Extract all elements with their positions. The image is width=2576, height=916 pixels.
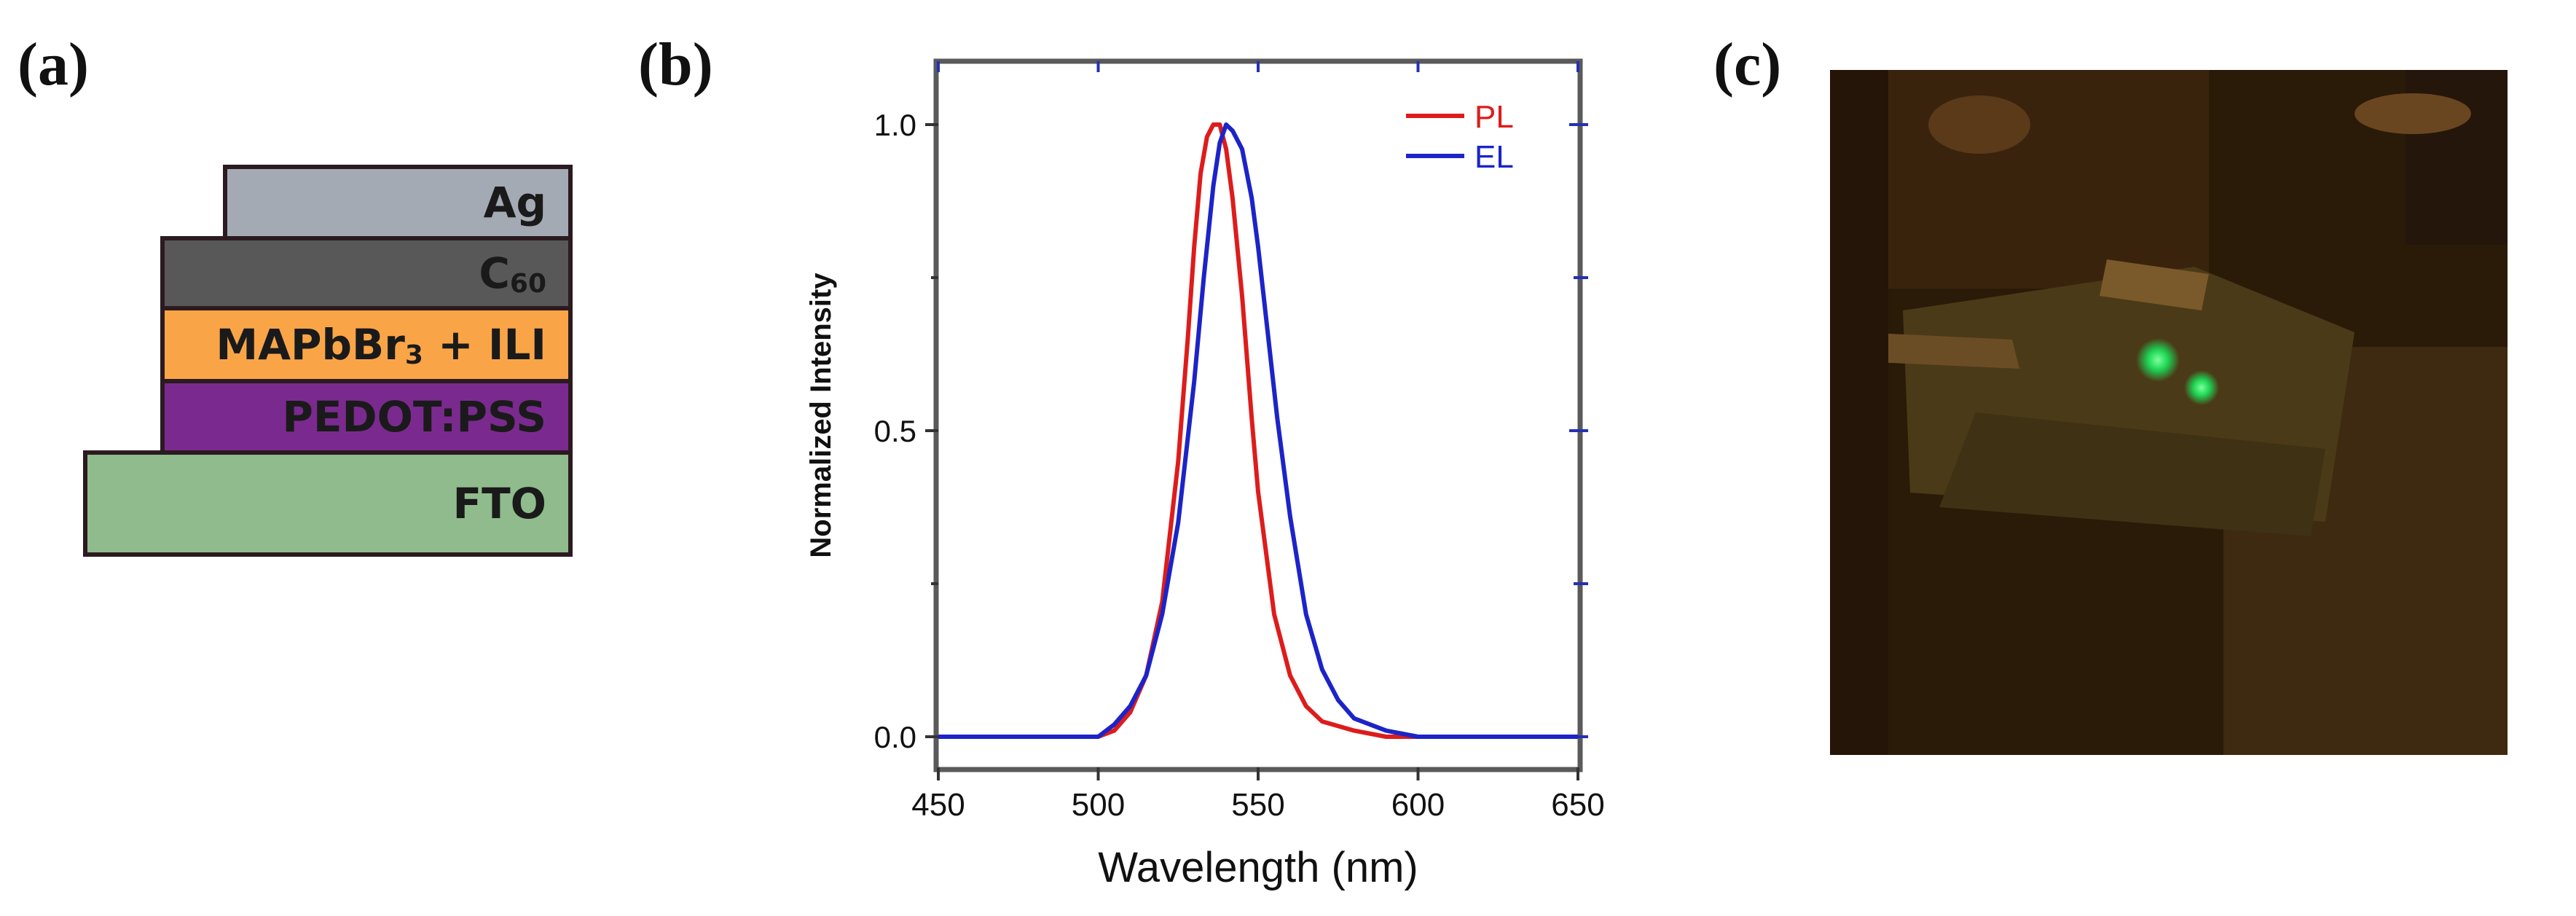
layer-c60-subscript: 60: [509, 268, 546, 299]
x-tick-label: 600: [1391, 787, 1445, 823]
tick-marks: [925, 61, 1588, 780]
layer-fto-label: FTO: [452, 479, 547, 528]
layer-mapbbr3-label: MAPbBr: [216, 320, 405, 369]
x-tick-label: 650: [1551, 787, 1604, 823]
layer-mapbbr3-subscript: 3: [404, 340, 423, 370]
legend-label-pl: PL: [1474, 99, 1514, 135]
series-lines: [938, 122, 1578, 739]
plot-frame: [933, 58, 1583, 772]
x-tick-label: 550: [1231, 787, 1284, 823]
y-tick-labels: 0.0 0.5 1.0: [874, 108, 916, 754]
y-tick-label: 0.5: [874, 414, 916, 448]
x-tick-label: 450: [911, 787, 965, 823]
layer-pedot-pss-label: PEDOT:PSS: [282, 392, 546, 442]
device-photo: [1830, 70, 2508, 755]
x-tick-labels: 450 500 550 600 650: [911, 787, 1604, 823]
y-tick-label: 0.0: [874, 720, 916, 754]
panel-label-a: (a): [17, 31, 89, 98]
legend-label-el: EL: [1474, 139, 1514, 175]
x-tick-label: 500: [1072, 787, 1125, 823]
y-axis-label: Normalized Intensity: [805, 273, 837, 558]
series-line-el: [938, 122, 1578, 739]
legend: PL EL: [1406, 99, 1514, 175]
panel-label-c: (c): [1713, 31, 1782, 98]
layer-c60-label: C: [479, 248, 510, 298]
layer-ag-label: Ag: [483, 178, 546, 227]
layer-fto: FTO: [83, 450, 573, 557]
y-tick-label: 1.0: [874, 108, 916, 142]
panel-label-b: (b): [638, 31, 713, 98]
layer-mapbbr3-tail: + ILI: [423, 320, 546, 369]
x-axis-label: Wavelength (nm): [1098, 844, 1418, 891]
